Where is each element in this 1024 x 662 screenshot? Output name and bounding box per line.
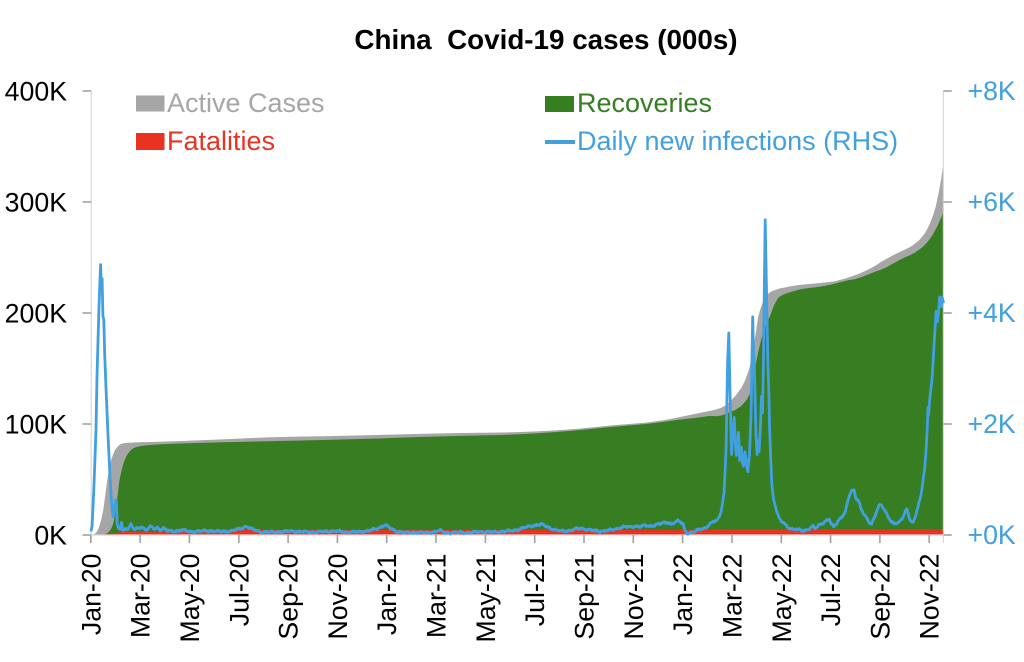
svg-text:May-20: May-20 (175, 554, 205, 643)
svg-text:Jul-22: Jul-22 (816, 554, 846, 627)
svg-text:300K: 300K (5, 188, 68, 218)
svg-text:Jan-21: Jan-21 (372, 554, 402, 636)
svg-text:0K: 0K (34, 521, 67, 551)
svg-text:+6K: +6K (968, 187, 1016, 217)
svg-text:+4K: +4K (968, 298, 1016, 328)
svg-text:Active Cases: Active Cases (167, 88, 325, 118)
svg-text:Nov-20: Nov-20 (323, 554, 353, 640)
svg-text:Sep-21: Sep-21 (570, 554, 600, 640)
svg-text:100K: 100K (5, 410, 68, 440)
svg-text:Sep-20: Sep-20 (274, 554, 304, 640)
svg-text:China Covid-19 cases (000s): China Covid-19 cases (000s) (354, 24, 737, 55)
svg-text:May-22: May-22 (767, 554, 797, 643)
svg-text:+0K: +0K (968, 520, 1016, 550)
svg-text:Mar-22: Mar-22 (718, 554, 748, 639)
svg-text:200K: 200K (5, 299, 68, 329)
svg-text:Jan-22: Jan-22 (668, 554, 698, 636)
svg-text:Sep-22: Sep-22 (865, 554, 895, 640)
svg-text:Jul-21: Jul-21 (520, 554, 550, 627)
svg-text:Jan-20: Jan-20 (76, 554, 106, 636)
svg-text:Fatalities: Fatalities (167, 126, 275, 156)
svg-text:Jul-20: Jul-20 (224, 554, 254, 627)
svg-text:400K: 400K (5, 77, 68, 107)
svg-text:Daily new infections (RHS): Daily new infections (RHS) (577, 126, 898, 156)
svg-text:Nov-22: Nov-22 (915, 554, 945, 640)
svg-text:May-21: May-21 (471, 554, 501, 643)
svg-text:Recoveries: Recoveries (577, 88, 712, 118)
svg-text:Mar-20: Mar-20 (126, 554, 156, 639)
svg-text:+2K: +2K (968, 409, 1016, 439)
svg-text:Mar-21: Mar-21 (422, 554, 452, 639)
svg-text:Nov-21: Nov-21 (619, 554, 649, 640)
svg-text:+8K: +8K (968, 76, 1016, 106)
